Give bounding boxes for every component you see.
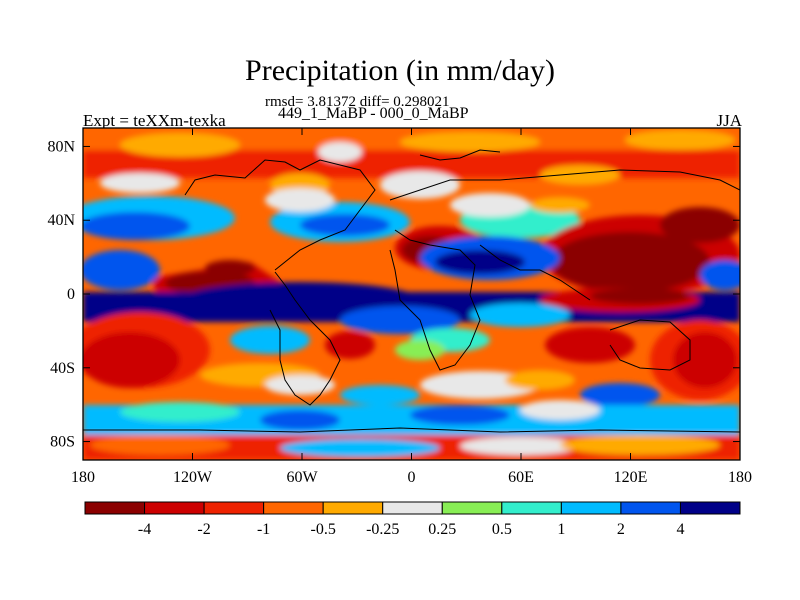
lat-tick-label: 0 [67,286,75,303]
colorbar-swatch [560,501,622,515]
experiment-subtitle: 449_1_MaBP - 000_0_MaBP [278,105,469,122]
colorbar-label: -4 [138,521,151,538]
lon-tick-label: 180 [71,469,95,486]
lat-tick-label: 80S [50,434,75,451]
colorbar: -4 -2 -1 -0.5 -0.25 0.25 0.5 1 2 4 [84,501,741,538]
colorbar-swatch [322,501,384,515]
colorbar-label: -0.25 [366,521,399,538]
colorbar-label: 4 [676,521,684,538]
colorbar-label: 0.25 [428,521,456,538]
colorbar-label: -1 [257,521,270,538]
precip-field [83,128,740,460]
lat-tick-label: 40N [47,212,75,229]
lon-tick-label: 120W [173,469,213,486]
page-title: Precipitation (in mm/day) [245,54,555,87]
lon-tick-label: 60E [508,469,534,486]
lon-tick-label: 0 [408,469,416,486]
colorbar-swatch [144,501,205,515]
lon-tick-label: 60W [286,469,318,486]
lat-tick-label: 80N [47,138,75,155]
colorbar-swatch [84,501,146,515]
coastlines [83,149,740,433]
lon-axis: 180 120W 60W 0 60E 120E 180 [71,128,752,486]
colorbar-label: 0.5 [492,521,512,538]
colorbar-swatch [441,501,503,515]
colorbar-label: 1 [557,521,565,538]
lat-tick-label: 40S [50,360,75,377]
lon-tick-label: 180 [728,469,752,486]
stats-text: rmsd= 3.81372 diff= 0.298021 [265,94,450,110]
lon-tick-label: 120E [614,469,648,486]
colorbar-swatch [263,501,324,515]
colorbar-swatch [679,501,741,515]
colorbar-label: -2 [197,521,210,538]
colorbar-swatch [203,501,265,515]
experiment-label: Expt = teXXm-texka [83,111,226,130]
season-label: JJA [716,111,742,130]
colorbar-swatch [382,501,443,515]
colorbar-label: -0.5 [311,521,336,538]
colorbar-swatch [620,501,681,515]
colorbar-swatch [501,501,562,515]
lat-axis: 80N 40N 0 40S 80S [47,138,740,451]
colorbar-label: 2 [617,521,625,538]
